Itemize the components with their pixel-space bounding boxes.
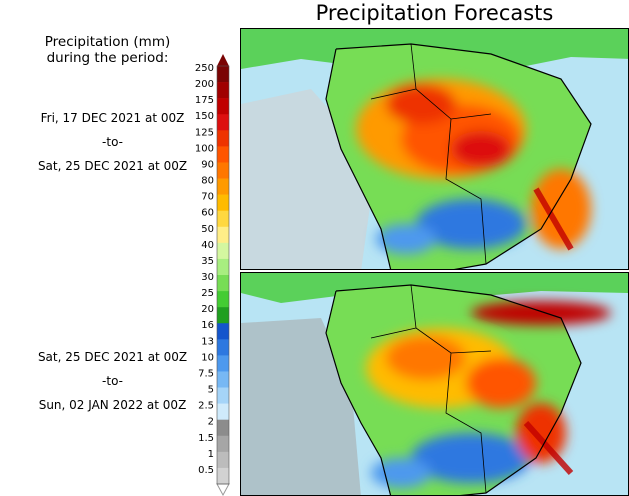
forecast-map-period-2 bbox=[240, 272, 629, 496]
colorbar-tick-label: 250 bbox=[195, 63, 214, 74]
colorbar-tick-label: 16 bbox=[201, 320, 214, 331]
colorbar-swatch bbox=[217, 291, 229, 308]
period-1-sep: -to- bbox=[102, 135, 123, 149]
period-2-start: Sat, 25 DEC 2021 at 00Z bbox=[37, 350, 188, 364]
colorbar-swatch bbox=[217, 82, 229, 99]
colorbar-swatch bbox=[217, 130, 229, 147]
colorbar-tick-label: 13 bbox=[201, 336, 214, 347]
colorbar-tick-label: 80 bbox=[201, 176, 214, 187]
colorbar-tick-label: 10 bbox=[201, 352, 214, 363]
colorbar-tick-label: 1 bbox=[208, 449, 214, 460]
colorbar-tick-label: 90 bbox=[201, 159, 214, 170]
colorbar-tick-label: 50 bbox=[201, 224, 214, 235]
colorbar-swatch bbox=[217, 419, 229, 437]
period-1-label: Fri, 17 DEC 2021 at 00Z -to- Sat, 25 DEC… bbox=[20, 106, 205, 178]
period-2-label: Sat, 25 DEC 2021 at 00Z -to- Sun, 02 JAN… bbox=[20, 345, 205, 417]
colorbar-swatch bbox=[217, 226, 229, 244]
colorbar-tick-label: 30 bbox=[201, 272, 214, 283]
colorbar-tick-label: 200 bbox=[195, 79, 214, 90]
period-2-end: Sun, 02 JAN 2022 at 00Z bbox=[38, 398, 187, 412]
colorbar-tick-label: 35 bbox=[201, 256, 214, 267]
colorbar-frame bbox=[216, 65, 230, 485]
colorbar-tick-label: 20 bbox=[201, 304, 214, 315]
colorbar-swatch bbox=[217, 355, 229, 372]
colorbar-swatch bbox=[217, 210, 229, 228]
period-1-end: Sat, 25 DEC 2021 at 00Z bbox=[37, 159, 188, 173]
legend-title: Precipitation (mm) during the period: bbox=[44, 34, 171, 66]
colorbar-tick-label: 7.5 bbox=[198, 368, 214, 379]
colorbar-tick-label: 0.5 bbox=[198, 465, 214, 476]
colorbar-swatch bbox=[217, 178, 229, 195]
colorbar-arrow-bottom bbox=[216, 483, 230, 496]
colorbar-swatch bbox=[217, 403, 229, 420]
colorbar-swatch bbox=[217, 339, 229, 356]
colorbar-tick-label: 60 bbox=[201, 208, 214, 219]
colorbar-swatch bbox=[217, 114, 229, 131]
colorbar-swatch bbox=[217, 387, 229, 404]
colorbar-tick-label: 2 bbox=[208, 417, 214, 428]
colorbar-swatch bbox=[217, 451, 229, 469]
colorbar-swatch bbox=[217, 242, 229, 260]
colorbar-swatch bbox=[217, 162, 229, 179]
colorbar-swatch bbox=[217, 323, 229, 340]
period-2-sep: -to- bbox=[102, 374, 123, 388]
colorbar-tick-label: 1.5 bbox=[198, 433, 214, 444]
colorbar-tick-label: 100 bbox=[195, 143, 214, 154]
period-1-start: Fri, 17 DEC 2021 at 00Z bbox=[40, 111, 185, 125]
colorbar-swatch bbox=[217, 307, 229, 324]
colorbar-tick-label: 2.5 bbox=[198, 401, 214, 412]
colorbar-swatch bbox=[217, 435, 229, 453]
colorbar-tick-label: 25 bbox=[201, 288, 214, 299]
colorbar-swatch bbox=[217, 98, 229, 115]
colorbar-tick-label: 150 bbox=[195, 111, 214, 122]
forecast-map-period-1 bbox=[240, 28, 629, 270]
precipitation-colorbar: 2502001751501251009080706050403530252016… bbox=[195, 54, 230, 496]
colorbar-swatch bbox=[217, 66, 229, 83]
colorbar-swatch bbox=[217, 194, 229, 211]
colorbar-swatch bbox=[217, 275, 229, 292]
colorbar-swatch bbox=[217, 467, 229, 485]
colorbar-tick-label: 70 bbox=[201, 192, 214, 203]
colorbar-tick-label: 175 bbox=[195, 95, 214, 106]
colorbar-swatch bbox=[217, 258, 229, 276]
colorbar-tick-label: 125 bbox=[195, 127, 214, 138]
colorbar-tick-label: 5 bbox=[208, 385, 214, 396]
colorbar-swatch bbox=[217, 371, 229, 388]
colorbar-tick-label: 40 bbox=[201, 240, 214, 251]
colorbar-arrow-top bbox=[217, 54, 229, 66]
colorbar-swatch bbox=[217, 146, 229, 163]
page-title: Precipitation Forecasts bbox=[315, 1, 554, 25]
